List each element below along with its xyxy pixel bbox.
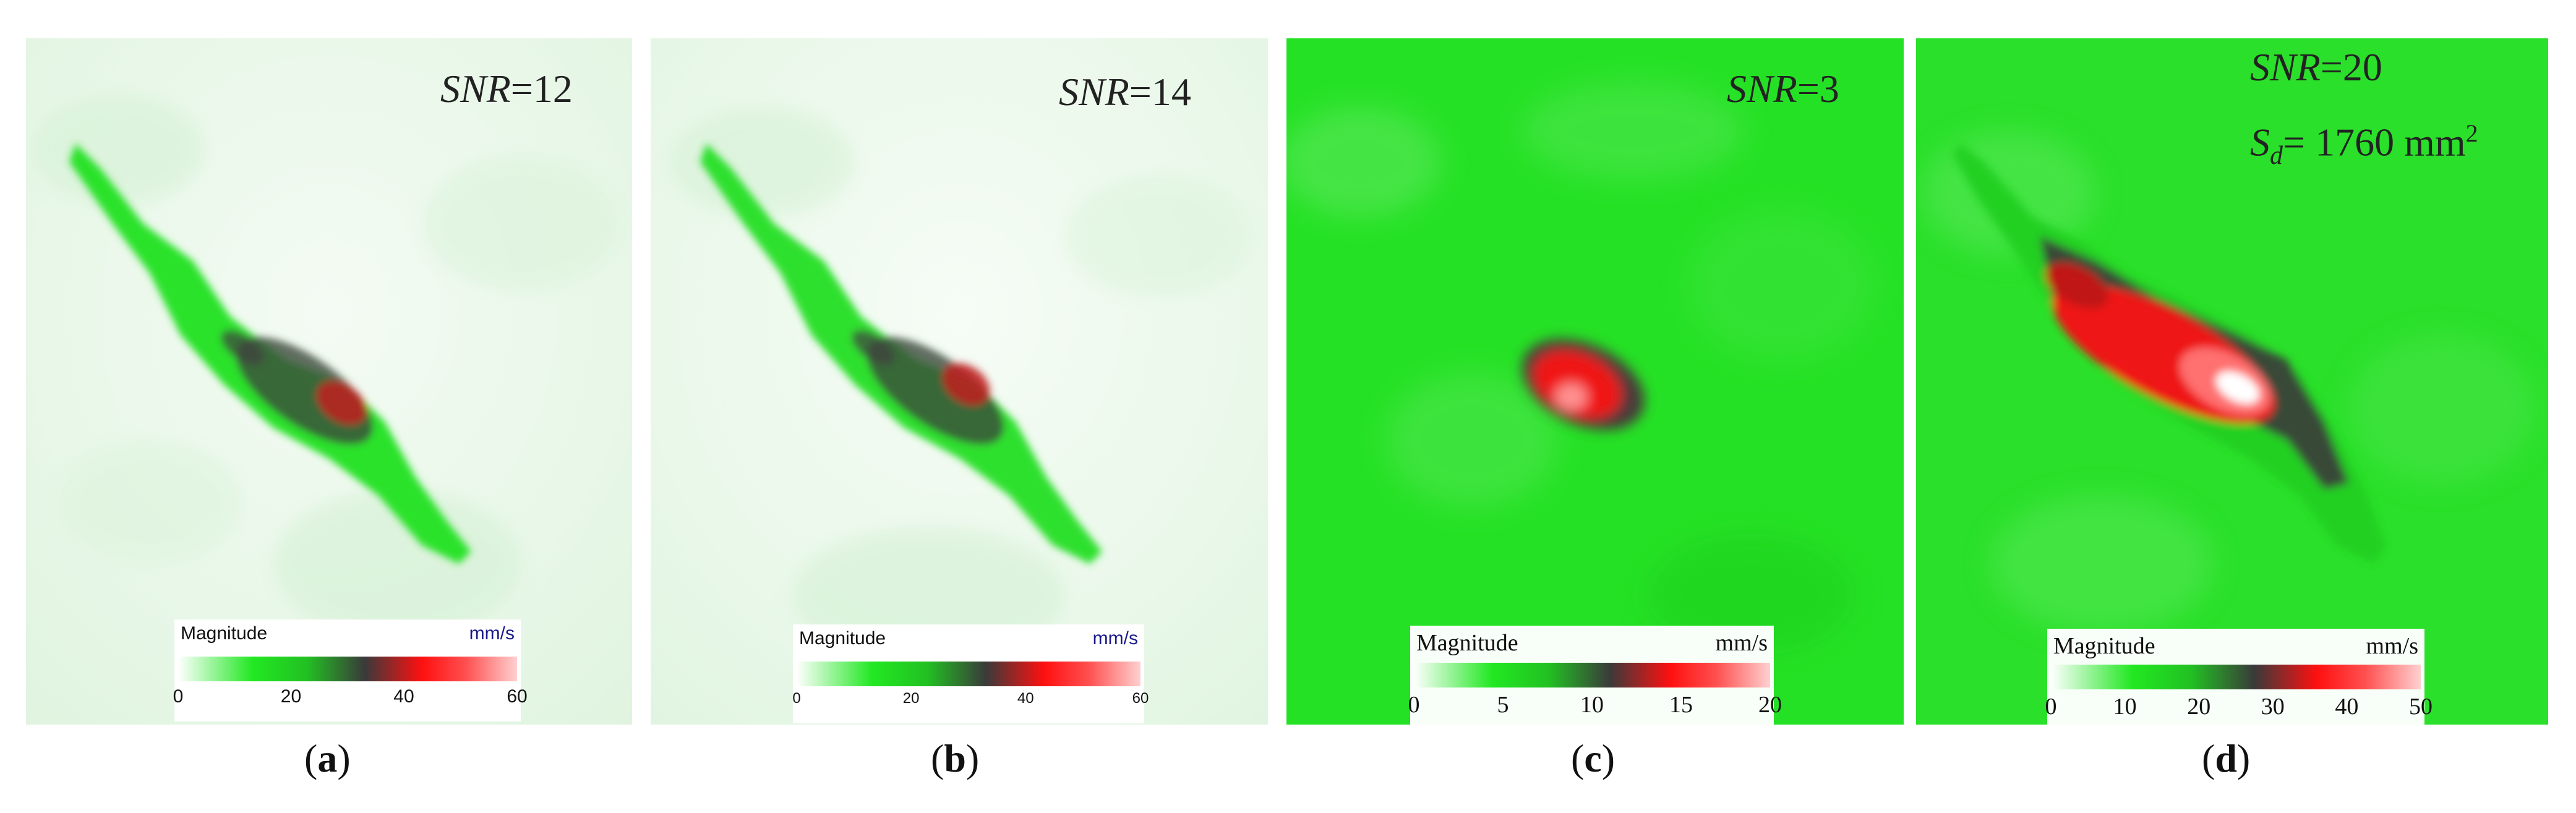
legend-title: Magnitude bbox=[1416, 630, 1518, 656]
legend-unit: mm/s bbox=[2366, 633, 2418, 659]
legend-tick: 30 bbox=[2261, 694, 2285, 720]
colorbar bbox=[1414, 663, 1770, 687]
colorbar bbox=[178, 657, 517, 681]
legend-tick: 5 bbox=[1497, 692, 1509, 718]
legend-tick: 20 bbox=[2187, 694, 2211, 720]
snr-label: SNR=12 bbox=[440, 67, 573, 111]
color-legend: Magnitude mm/s 0 20 40 60 bbox=[173, 619, 528, 721]
snr-label: SNR=14 bbox=[1059, 70, 1191, 114]
legend-unit: mm/s bbox=[1092, 628, 1138, 649]
panel-a: SNR=12 Magnitude mm/s 0 20 40 60 bbox=[26, 38, 632, 725]
velocity-map-c bbox=[1286, 38, 1904, 725]
legend-tick: 20 bbox=[280, 686, 302, 707]
caption-a: (a) bbox=[304, 736, 351, 780]
legend-tick: 20 bbox=[1758, 692, 1782, 718]
legend-unit: mm/s bbox=[469, 623, 515, 644]
legend-unit: mm/s bbox=[1715, 630, 1768, 656]
panel-c: SNR=3 Magnitude mm/s 0 5 10 15 20 bbox=[1286, 38, 1904, 725]
velocity-map-b bbox=[651, 38, 1268, 725]
color-legend: Magnitude mm/s 0 5 10 15 20 bbox=[1408, 626, 1782, 725]
colorbar bbox=[2051, 665, 2421, 689]
color-legend: Magnitude mm/s 0 10 20 30 40 50 bbox=[2045, 629, 2433, 725]
legend-title: Magnitude bbox=[799, 628, 886, 649]
snr-label: SNR=3 bbox=[1727, 67, 1839, 111]
legend-tick: 40 bbox=[2335, 694, 2359, 720]
damage-area-label: Sd= 1760 mm2 bbox=[2250, 119, 2478, 171]
colorbar bbox=[797, 662, 1140, 686]
caption-d: (d) bbox=[2202, 736, 2251, 780]
color-legend: Magnitude mm/s 0 20 40 60 bbox=[792, 624, 1149, 723]
legend-tick: 0 bbox=[792, 690, 801, 707]
caption-c: (c) bbox=[1571, 736, 1615, 780]
legend-tick: 40 bbox=[393, 686, 414, 707]
legend-tick: 20 bbox=[902, 690, 920, 707]
panel-d: SNR=20 Sd= 1760 mm2 Magnitude mm/s 0 10 … bbox=[1916, 38, 2548, 725]
legend-tick: 50 bbox=[2409, 694, 2433, 720]
legend-tick: 60 bbox=[1132, 690, 1149, 707]
legend-title: Magnitude bbox=[2053, 633, 2155, 659]
caption-b: (b) bbox=[931, 736, 980, 780]
legend-tick: 15 bbox=[1669, 692, 1693, 718]
legend-tick: 0 bbox=[173, 686, 184, 707]
velocity-map-d bbox=[1916, 38, 2548, 725]
velocity-map-a bbox=[26, 38, 632, 725]
legend-tick: 0 bbox=[1408, 692, 1420, 718]
legend-tick: 10 bbox=[1580, 692, 1604, 718]
legend-tick: 40 bbox=[1017, 690, 1034, 707]
legend-tick: 10 bbox=[2113, 694, 2137, 720]
legend-tick: 0 bbox=[2045, 694, 2057, 720]
legend-tick: 60 bbox=[507, 686, 528, 707]
legend-title: Magnitude bbox=[181, 623, 268, 644]
panel-b: SNR=14 Magnitude mm/s 0 20 40 60 bbox=[651, 38, 1268, 725]
snr-label: SNR=20 bbox=[2250, 45, 2382, 89]
